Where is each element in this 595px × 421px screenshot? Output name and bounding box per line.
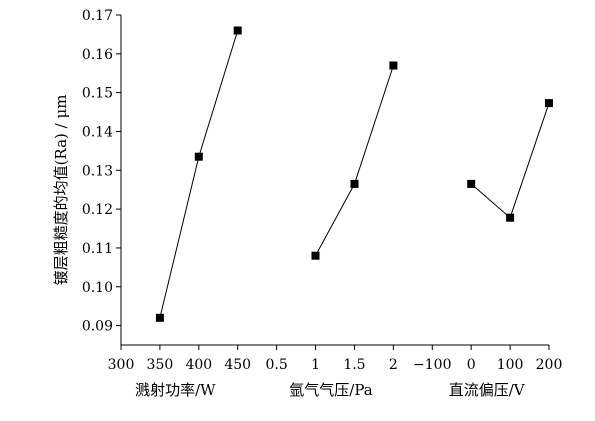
series-line-group-2 bbox=[315, 65, 394, 256]
x-axis-ticks: 300 350 400 450 溅射功率/W 0.5 1 1.5 2 氩气气压/Pa −100 0 10… bbox=[108, 345, 563, 399]
y-axis-ticks: 0.09 0.10 0.11 0.12 0.13 0.14 0.15 0.16 0.17 bbox=[82, 8, 121, 335]
x-tick-label: −100 bbox=[413, 357, 451, 373]
y-tick-label: 0.12 bbox=[82, 202, 113, 218]
x-tick-label: 350 bbox=[147, 357, 174, 373]
x-tick-label: 300 bbox=[108, 357, 135, 373]
x-axis-label-group-3: 直流偏压/V bbox=[449, 381, 526, 399]
y-tick-label: 0.15 bbox=[82, 86, 113, 102]
x-axis-label-group-2: 氩气气压/Pa bbox=[289, 381, 372, 399]
x-tick-label: 400 bbox=[185, 357, 212, 373]
x-tick-label: 450 bbox=[224, 357, 251, 373]
x-tick-label: 200 bbox=[536, 357, 563, 373]
y-tick-label: 0.11 bbox=[82, 241, 113, 257]
x-tick-label: 0 bbox=[467, 357, 476, 373]
y-tick-label: 0.10 bbox=[82, 280, 113, 296]
data-point-200 bbox=[545, 99, 553, 108]
data-point-400 bbox=[194, 152, 203, 161]
x-tick-label: 100 bbox=[497, 357, 524, 373]
axes bbox=[120, 15, 549, 346]
series-group bbox=[155, 26, 553, 322]
x-tick-label: 0.5 bbox=[266, 357, 288, 373]
data-point-350 bbox=[155, 313, 164, 322]
x-tick-label: 1.5 bbox=[343, 357, 365, 373]
x-tick-label: 1 bbox=[311, 357, 320, 373]
data-point-0 bbox=[467, 179, 476, 188]
data-point-1 bbox=[311, 251, 320, 260]
data-point-450 bbox=[233, 26, 242, 35]
series-line-group-3 bbox=[470, 102, 550, 219]
data-point-1.5 bbox=[350, 179, 359, 188]
y-tick-label: 0.09 bbox=[82, 319, 113, 335]
data-point-100 bbox=[506, 213, 515, 222]
data-point-2 bbox=[389, 61, 398, 70]
y-tick-label: 0.17 bbox=[82, 8, 113, 24]
x-tick-label: 2 bbox=[389, 357, 398, 373]
y-tick-label: 0.16 bbox=[82, 47, 113, 63]
x-axis-label-group-1: 溅射功率/W bbox=[135, 381, 216, 399]
y-tick-label: 0.14 bbox=[82, 124, 113, 140]
y-axis-label: 镀层粗糙度的均值(Ra) / μm bbox=[52, 95, 70, 286]
series-line-group-1 bbox=[159, 30, 239, 318]
y-tick-label: 0.13 bbox=[82, 163, 113, 179]
